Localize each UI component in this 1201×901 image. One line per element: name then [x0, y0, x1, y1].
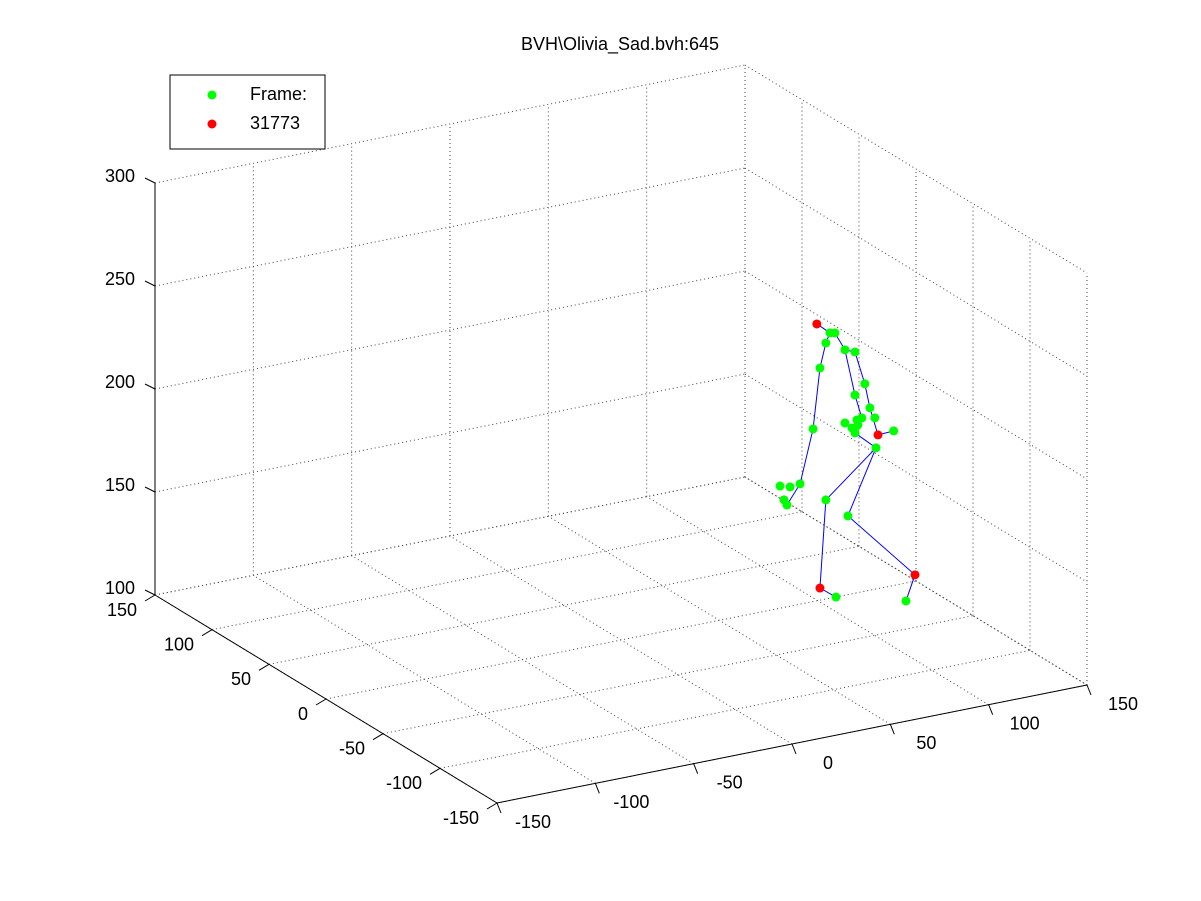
grid-line: [382, 615, 974, 735]
grid-line: [211, 511, 803, 631]
z-tick: [144, 383, 156, 390]
point: [812, 319, 822, 329]
point: [857, 413, 867, 423]
x-tick: [889, 724, 895, 735]
y-tick-label: -50: [339, 738, 365, 758]
x-tick: [594, 783, 600, 794]
point: [808, 424, 818, 434]
y-tick: [372, 733, 384, 741]
y-tick: [201, 629, 213, 637]
grid-line: [744, 167, 1088, 377]
z-tick: [144, 589, 156, 596]
x-tick: [988, 704, 994, 715]
x-tick-label: 100: [1010, 713, 1040, 733]
point: [840, 345, 850, 355]
z-tick-label: 200: [105, 372, 135, 392]
x-tick-label: -50: [717, 772, 743, 792]
grid-line: [154, 270, 746, 390]
point: [853, 420, 863, 430]
z-tick-label: 250: [105, 269, 135, 289]
legend-marker: [207, 119, 217, 129]
y-tick: [144, 594, 156, 602]
x-tick-label: -150: [515, 812, 551, 832]
x-tick-label: -100: [613, 792, 649, 812]
grid-line: [154, 167, 746, 287]
point: [870, 413, 880, 423]
grid-line: [154, 476, 746, 596]
point: [775, 481, 785, 491]
chart-title: BVH\Olivia_Sad.bvh:645: [521, 34, 719, 55]
y-tick: [258, 663, 270, 671]
point: [840, 418, 850, 428]
x-tick-label: 50: [916, 733, 936, 753]
z-tick: [144, 177, 156, 184]
y-tick-label: -150: [443, 808, 479, 828]
point: [889, 426, 899, 436]
y-tick: [315, 698, 327, 706]
grid-line: [154, 373, 746, 493]
point: [782, 500, 792, 510]
grid-line: [744, 476, 1088, 686]
x-tick: [1086, 684, 1092, 696]
point: [821, 495, 831, 505]
grid-line: [548, 515, 891, 725]
grid-line: [646, 496, 989, 706]
x-tick-label: 150: [1108, 694, 1138, 714]
grid-line: [325, 580, 917, 700]
point: [843, 511, 853, 521]
y-tick: [486, 802, 498, 810]
point: [901, 596, 911, 606]
legend-label: Frame:: [250, 84, 307, 104]
z-tick: [144, 486, 156, 493]
grid-line: [268, 545, 860, 665]
point: [821, 338, 831, 348]
point: [850, 347, 860, 357]
z-tick-label: 150: [105, 475, 135, 495]
grid-line: [744, 64, 1088, 274]
point: [830, 328, 840, 338]
point: [850, 390, 860, 400]
grid-line: [439, 649, 1031, 769]
grid-line: [744, 270, 1088, 480]
point: [815, 363, 825, 373]
y-tick-label: 50: [231, 669, 251, 689]
point: [795, 479, 805, 489]
point: [873, 430, 883, 440]
point: [865, 403, 875, 413]
point: [910, 570, 920, 580]
x-tick: [693, 763, 699, 774]
y-tick-label: -100: [386, 773, 422, 793]
point: [871, 443, 881, 453]
point: [860, 379, 870, 389]
point: [850, 428, 860, 438]
grid-line: [154, 64, 746, 184]
z-tick: [144, 280, 156, 287]
y-tick: [429, 767, 441, 775]
legend-marker: [207, 90, 217, 100]
grid-line: [744, 373, 1088, 583]
point: [831, 592, 841, 602]
y-tick-label: 150: [107, 600, 137, 620]
x-tick: [496, 802, 502, 814]
y-tick-label: 100: [164, 634, 194, 654]
legend-box: [169, 74, 326, 150]
z-tick-label: 100: [105, 578, 135, 598]
skeleton-line: [847, 447, 916, 602]
x-tick-label: 0: [823, 753, 833, 773]
point: [815, 583, 825, 593]
point: [785, 482, 795, 492]
legend-label: 31773: [250, 113, 300, 133]
y-tick-label: 0: [298, 704, 308, 724]
x-tick: [791, 743, 797, 755]
z-tick-label: 300: [105, 166, 135, 186]
